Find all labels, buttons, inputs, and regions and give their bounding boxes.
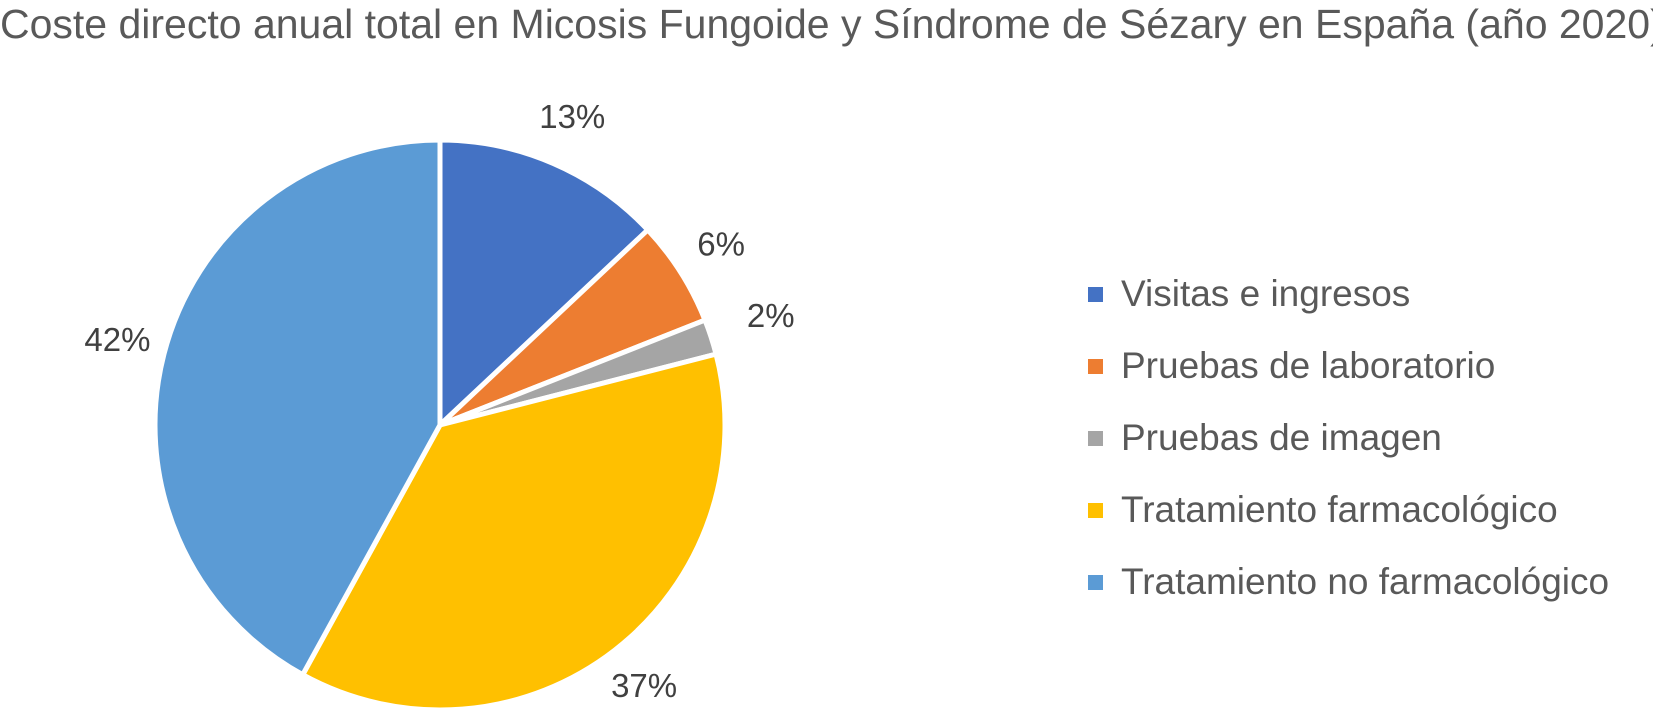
legend-item: Pruebas de imagen <box>1088 402 1609 474</box>
legend-label: Visitas e ingresos <box>1121 273 1411 314</box>
pie-slices <box>152 137 728 713</box>
legend-item: Visitas e ingresos <box>1088 258 1609 330</box>
data-label-3: 2% <box>747 297 795 334</box>
pie-slice-4 <box>300 351 728 713</box>
legend-item: Tratamiento farmacológico <box>1088 474 1609 546</box>
data-label-1: 13% <box>539 98 605 135</box>
chart-title: Coste directo anual total en Micosis Fun… <box>0 1 1653 47</box>
legend-item: Pruebas de laboratorio <box>1088 330 1609 402</box>
legend-swatch <box>1088 286 1103 302</box>
legend-swatch <box>1088 430 1103 446</box>
legend-label: Pruebas de laboratorio <box>1121 345 1496 386</box>
legend-swatch <box>1088 574 1103 590</box>
data-label-2: 6% <box>697 225 745 262</box>
data-label-5: 42% <box>84 321 150 358</box>
legend-swatch <box>1088 502 1103 518</box>
pie-slice-1 <box>437 137 651 428</box>
legend-swatch <box>1088 358 1103 374</box>
legend-label: Tratamiento no farmacológico <box>1121 561 1610 602</box>
legend-label: Tratamiento farmacológico <box>1121 489 1558 530</box>
data-label-4: 37% <box>611 667 677 704</box>
chart-legend: Visitas e ingresos Pruebas de laboratorio… <box>1088 258 1609 618</box>
legend-label: Pruebas de imagen <box>1121 417 1442 458</box>
legend-item: Tratamiento no farmacológico <box>1088 546 1609 618</box>
pie-data-labels: 13% 6%2% 37% 42% <box>84 98 794 704</box>
pie-slice-5 <box>152 137 443 678</box>
